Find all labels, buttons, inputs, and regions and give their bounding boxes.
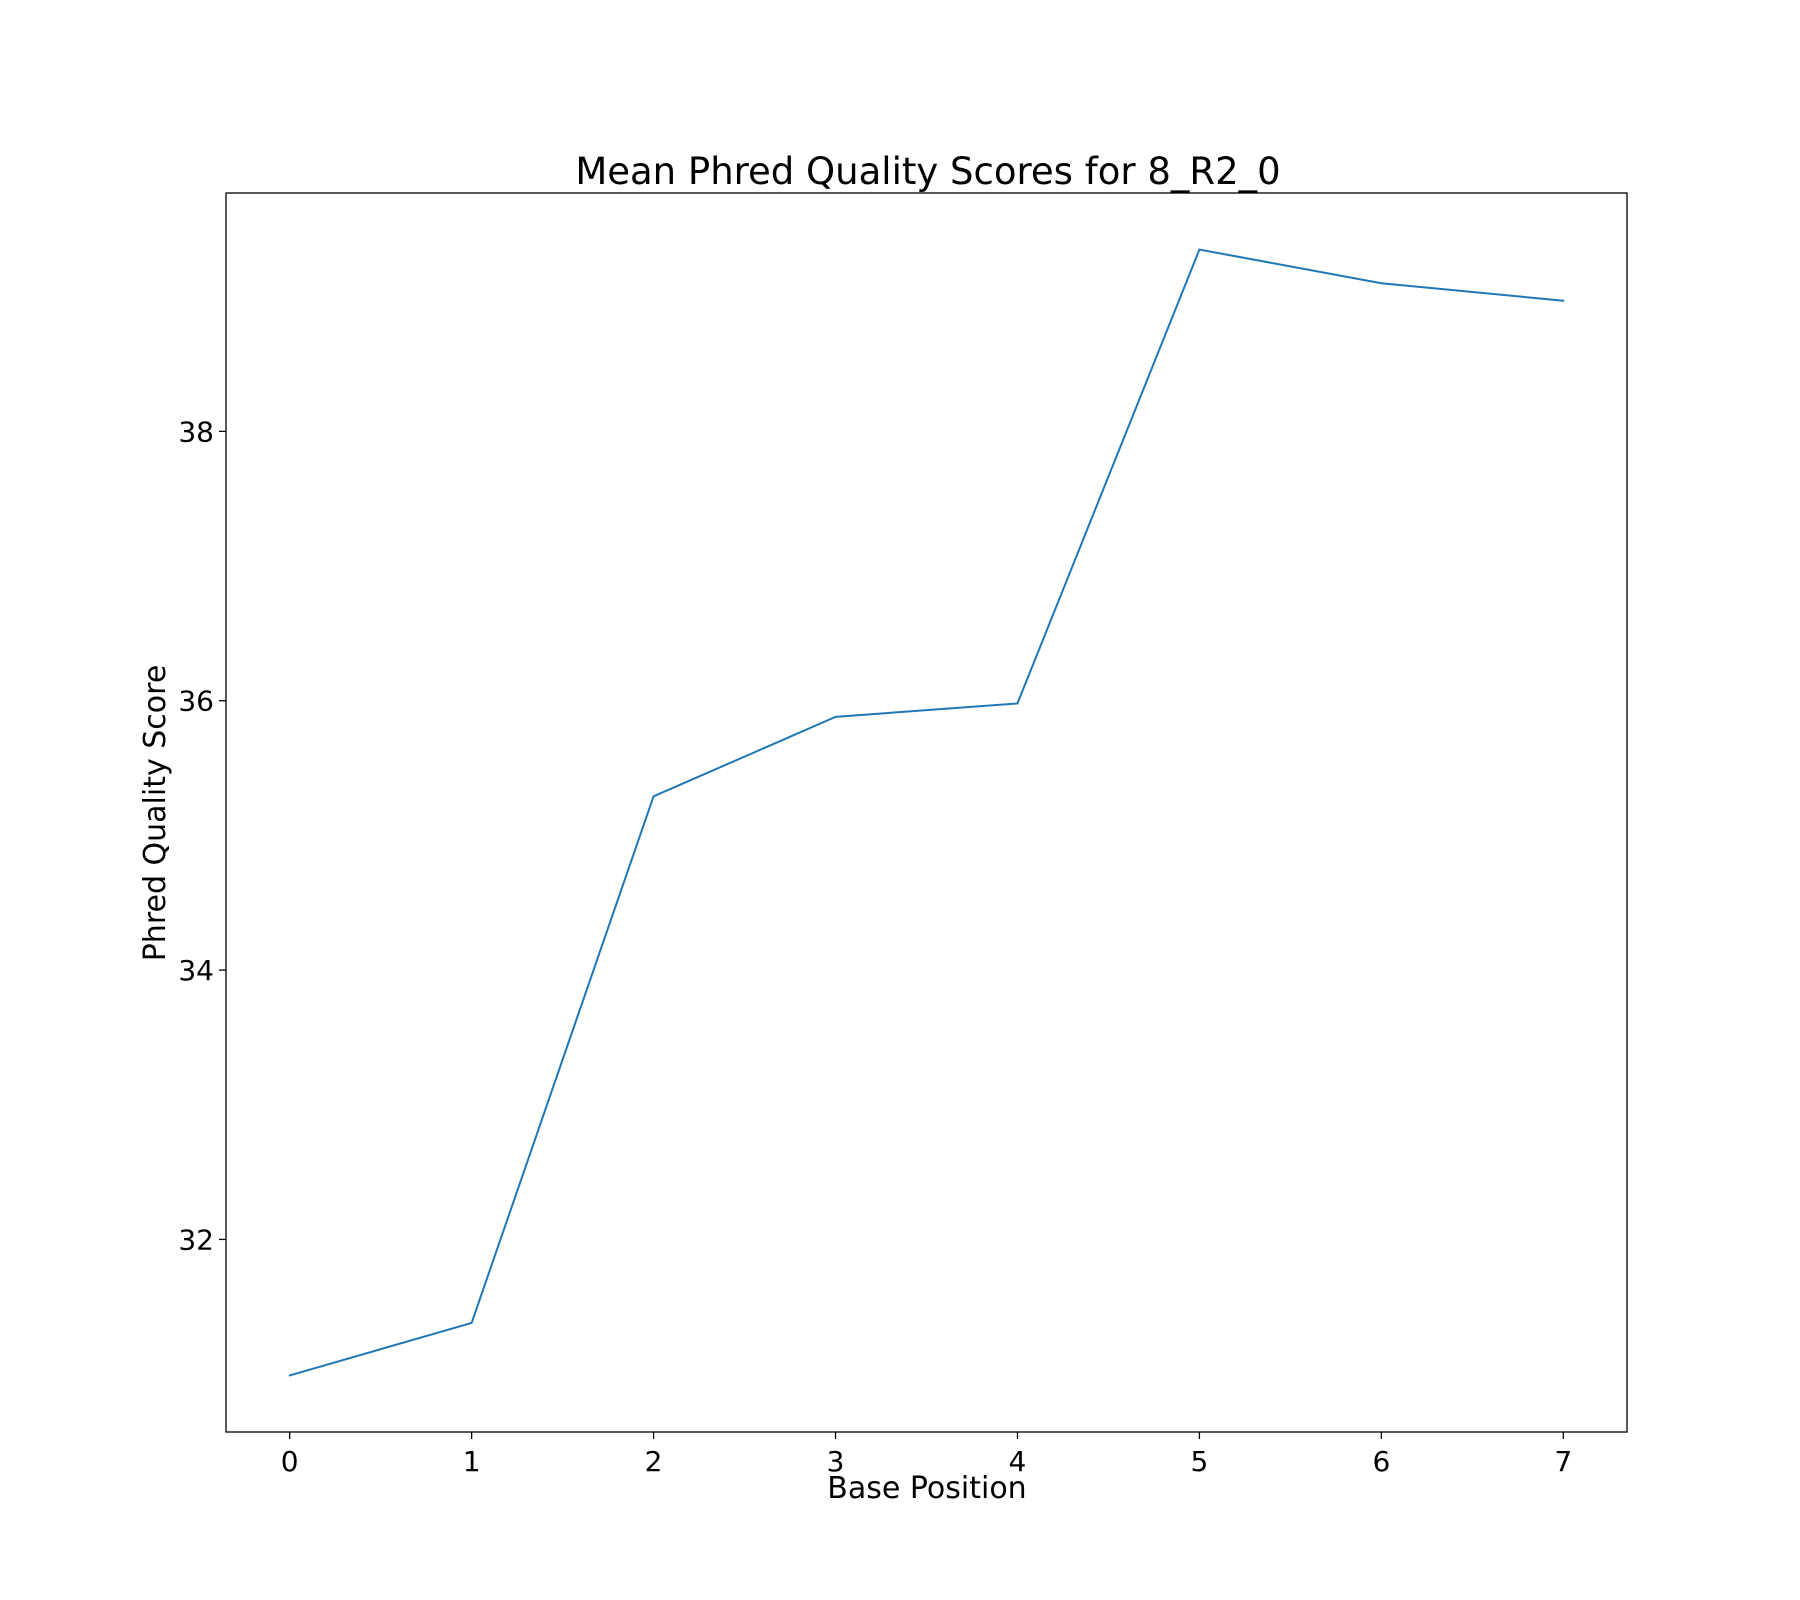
x-tick-label: 1 bbox=[463, 1445, 481, 1478]
data-point bbox=[834, 715, 837, 718]
y-axis-label: Phred Quality Score bbox=[138, 665, 173, 962]
x-tick-label: 3 bbox=[827, 1445, 845, 1478]
x-tick-label: 6 bbox=[1372, 1445, 1390, 1478]
data-point bbox=[1380, 282, 1383, 285]
x-tick-label: 0 bbox=[281, 1445, 299, 1478]
y-axis: 32 34 36 38 bbox=[178, 415, 226, 1256]
x-axis: 0 1 2 3 4 5 6 7 bbox=[281, 1432, 1572, 1478]
x-tick-label: 2 bbox=[645, 1445, 663, 1478]
x-tick-label: 7 bbox=[1554, 1445, 1572, 1478]
data-point bbox=[1198, 248, 1201, 251]
plot-area bbox=[288, 248, 1565, 1377]
data-point bbox=[470, 1321, 473, 1324]
y-tick-label: 36 bbox=[178, 685, 214, 718]
plot-frame bbox=[225, 192, 1628, 1433]
y-tick-label: 32 bbox=[178, 1223, 214, 1256]
x-tick-label: 4 bbox=[1009, 1445, 1027, 1478]
y-tick-label: 38 bbox=[178, 415, 214, 448]
data-point bbox=[1562, 299, 1565, 302]
data-point bbox=[1016, 702, 1019, 705]
chart-title: Mean Phred Quality Scores for 8_R2_0 bbox=[575, 150, 1280, 193]
x-axis-label: Base Position bbox=[827, 1471, 1026, 1506]
data-point bbox=[288, 1374, 291, 1377]
series-line-0 bbox=[289, 248, 1564, 1377]
y-tick-label: 34 bbox=[178, 954, 214, 987]
x-tick-label: 5 bbox=[1191, 1445, 1209, 1478]
data-point bbox=[652, 795, 655, 798]
